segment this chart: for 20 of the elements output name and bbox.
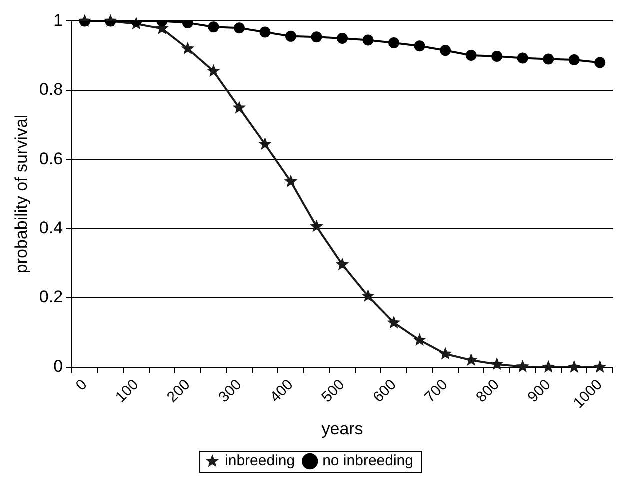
x-tick-label: 900 <box>524 376 554 406</box>
x-tick-label: 200 <box>164 376 194 406</box>
y-tick-label: 0.2 <box>39 288 64 307</box>
x-tick-label: 600 <box>370 376 400 406</box>
x-tick-label: 100 <box>112 376 142 406</box>
x-tick-label: 400 <box>267 376 297 406</box>
y-tick-label: 1 <box>54 10 64 30</box>
y-tick-label: 0.6 <box>39 149 64 168</box>
x-tick-label: 300 <box>216 376 246 406</box>
x-tick-label: 500 <box>318 376 348 406</box>
y-axis-title: probability of survival <box>12 114 31 274</box>
x-tick-label: 0 <box>72 376 91 394</box>
legend-label: no inbreeding <box>322 452 414 470</box>
y-tick-label: 0.4 <box>39 218 64 238</box>
x-tick-label: 700 <box>422 376 452 406</box>
y-tick-label: 0 <box>54 356 64 376</box>
y-tick-label: 0.8 <box>39 80 64 100</box>
x-tick-label: 800 <box>473 376 503 406</box>
legend-label: inbreeding <box>225 452 296 470</box>
x-axis-title: years <box>322 419 364 438</box>
